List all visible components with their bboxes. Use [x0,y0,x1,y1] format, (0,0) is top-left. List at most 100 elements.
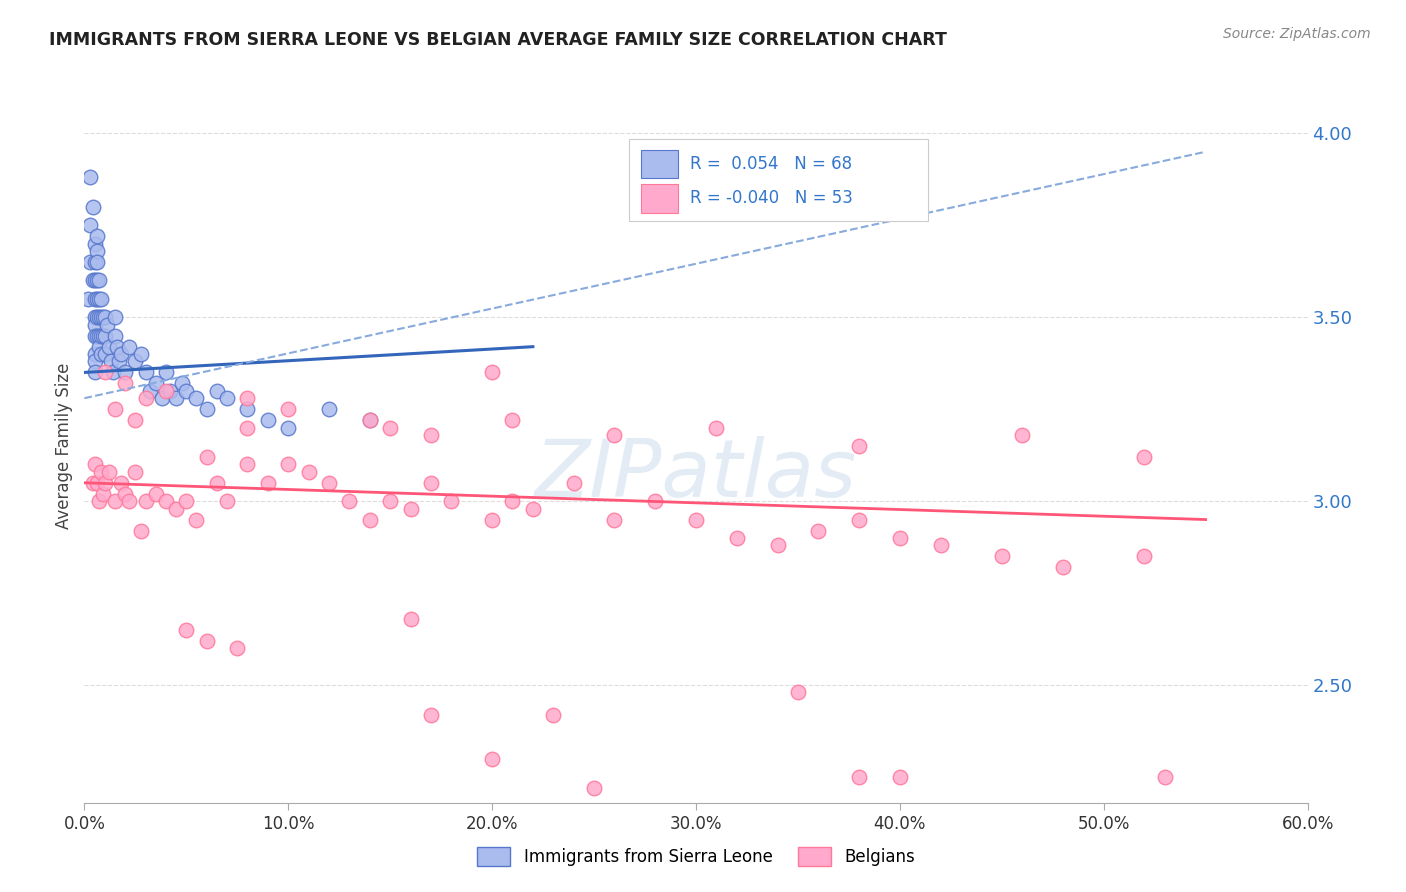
Point [277,402,299,417]
Point [91,487,114,501]
Point [1154,770,1177,784]
Point [104,402,127,417]
Point [83,292,105,306]
Point [217,494,239,508]
Point [359,413,381,427]
Point [114,376,136,391]
Point [889,770,911,784]
Point [82,475,104,490]
Point [236,402,259,417]
Point [79,219,101,233]
Point [359,413,381,427]
Point [420,475,443,490]
FancyBboxPatch shape [641,150,678,178]
Point [86,244,108,258]
Point [380,420,402,434]
Point [644,494,666,508]
Point [93,475,115,490]
Point [562,475,585,490]
Point [93,347,115,361]
Point [90,310,112,325]
Point [86,255,108,269]
Point [138,384,160,398]
Point [87,340,110,354]
Point [90,347,112,361]
Point [205,384,228,398]
Point [277,458,299,472]
Point [86,475,108,490]
Point [318,475,340,490]
Point [543,707,565,722]
Point [420,707,443,722]
Point [135,366,157,380]
Point [124,465,146,479]
Point [165,501,187,516]
Point [399,612,422,626]
Point [87,273,110,287]
Point [90,328,112,343]
Point [298,465,321,479]
Point [481,512,503,526]
Point [82,273,104,287]
Point [440,494,463,508]
Point [114,487,136,501]
Point [257,475,280,490]
Point [87,292,110,306]
Point [399,501,422,516]
Point [114,366,136,380]
Point [420,428,443,442]
Point [159,384,181,398]
Point [236,458,259,472]
Point [96,318,118,332]
Point [277,420,299,434]
Point [848,512,870,526]
Point [124,413,146,427]
Text: ZIPatlas: ZIPatlas [534,435,858,514]
Point [145,487,167,501]
Point [172,376,194,391]
Point [174,494,197,508]
Point [86,229,108,244]
Point [86,328,108,343]
Point [195,402,218,417]
Point [83,354,105,368]
Point [124,354,146,368]
Point [766,538,789,552]
Point [86,273,108,287]
Point [110,347,132,361]
Text: R =  0.054   N = 68: R = 0.054 N = 68 [690,155,852,173]
Point [481,752,503,766]
Point [807,524,830,538]
Text: Source: ZipAtlas.com: Source: ZipAtlas.com [1223,27,1371,41]
Legend: Immigrants from Sierra Leone, Belgians: Immigrants from Sierra Leone, Belgians [471,840,921,873]
Point [991,549,1014,564]
Point [257,413,280,427]
Point [502,494,524,508]
Point [236,391,259,405]
Point [155,494,177,508]
Point [226,641,249,656]
Point [603,512,626,526]
Point [174,384,197,398]
Point [105,340,128,354]
Point [118,340,141,354]
Point [205,475,228,490]
Point [1133,549,1156,564]
Point [83,310,105,325]
Point [359,512,381,526]
Point [380,494,402,508]
Text: IMMIGRANTS FROM SIERRA LEONE VS BELGIAN AVERAGE FAMILY SIZE CORRELATION CHART: IMMIGRANTS FROM SIERRA LEONE VS BELGIAN … [49,31,948,49]
Point [83,255,105,269]
Point [83,328,105,343]
Point [79,170,101,185]
Point [186,391,208,405]
Text: R = -0.040   N = 53: R = -0.040 N = 53 [690,189,852,207]
Point [90,292,112,306]
Point [77,292,100,306]
Point [97,340,120,354]
FancyBboxPatch shape [641,184,678,212]
Point [174,623,197,637]
Y-axis label: Average Family Size: Average Family Size [55,363,73,529]
Point [87,494,110,508]
Point [186,512,208,526]
